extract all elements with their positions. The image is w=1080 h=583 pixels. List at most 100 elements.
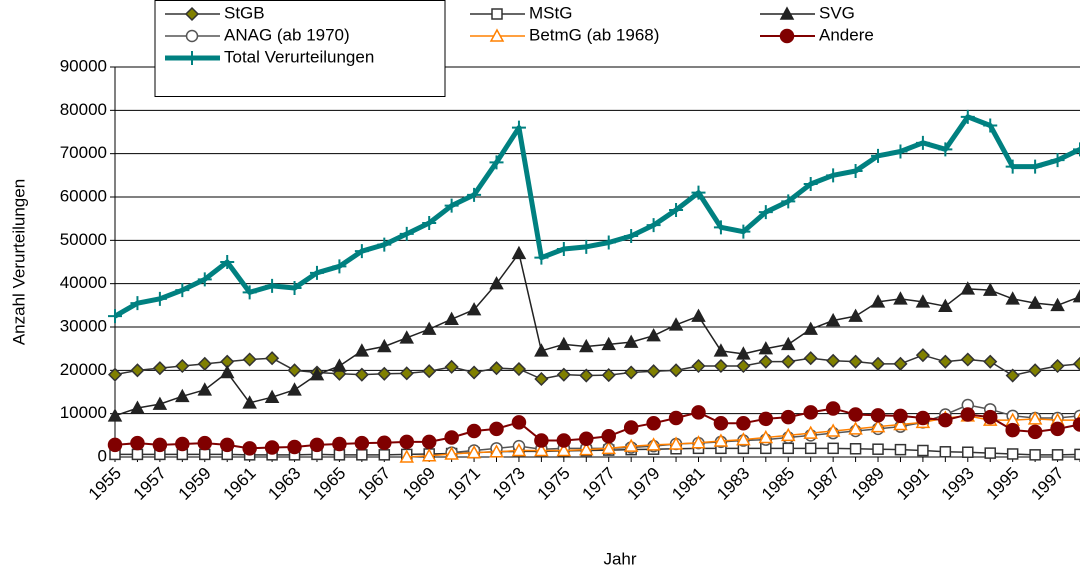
marker bbox=[1072, 417, 1080, 432]
marker bbox=[1027, 295, 1043, 309]
marker bbox=[893, 144, 908, 159]
marker bbox=[825, 312, 841, 327]
series bbox=[107, 348, 1080, 387]
marker bbox=[601, 428, 616, 444]
marker bbox=[803, 351, 818, 366]
marker bbox=[736, 432, 751, 446]
marker bbox=[467, 187, 482, 202]
y-tick-label: 80000 bbox=[60, 100, 107, 119]
marker bbox=[511, 361, 527, 377]
series bbox=[107, 401, 1080, 456]
marker bbox=[399, 366, 414, 381]
marker bbox=[939, 446, 952, 458]
marker bbox=[1050, 421, 1065, 437]
marker bbox=[242, 395, 257, 409]
marker bbox=[107, 367, 123, 382]
marker bbox=[668, 363, 684, 378]
marker bbox=[938, 354, 953, 369]
marker bbox=[983, 118, 998, 133]
marker bbox=[848, 354, 863, 369]
marker bbox=[175, 388, 190, 403]
marker bbox=[356, 449, 368, 461]
marker bbox=[1050, 153, 1065, 168]
marker bbox=[489, 444, 504, 458]
y-tick-label: 40000 bbox=[60, 273, 107, 292]
marker bbox=[130, 435, 145, 451]
marker bbox=[131, 448, 144, 461]
marker bbox=[309, 265, 324, 280]
marker bbox=[960, 109, 975, 124]
marker bbox=[1029, 449, 1041, 461]
marker bbox=[848, 421, 863, 435]
marker bbox=[444, 198, 459, 213]
marker bbox=[185, 51, 199, 65]
marker bbox=[354, 367, 369, 382]
marker bbox=[758, 354, 773, 369]
marker bbox=[264, 440, 280, 455]
marker bbox=[601, 368, 616, 383]
marker bbox=[1074, 448, 1080, 461]
marker bbox=[152, 291, 167, 306]
marker bbox=[780, 427, 796, 442]
x-tick-label: 1983 bbox=[713, 464, 753, 504]
legend-box bbox=[154, 0, 446, 97]
marker bbox=[377, 237, 392, 252]
marker bbox=[107, 437, 123, 453]
x-tick-label: 1977 bbox=[579, 464, 619, 504]
marker bbox=[1027, 424, 1043, 440]
marker bbox=[736, 358, 751, 374]
marker bbox=[871, 148, 886, 163]
x-tick-label: 1991 bbox=[893, 464, 933, 504]
marker bbox=[623, 420, 639, 435]
marker bbox=[826, 353, 841, 368]
marker bbox=[848, 308, 863, 322]
marker bbox=[491, 8, 503, 20]
legend-label: SVG bbox=[819, 3, 855, 22]
y-tick-label: 10000 bbox=[60, 403, 107, 422]
marker bbox=[758, 341, 774, 355]
marker bbox=[938, 142, 953, 157]
marker bbox=[668, 410, 684, 426]
marker bbox=[185, 29, 199, 43]
x-tick-label: 1959 bbox=[175, 464, 215, 504]
marker bbox=[713, 343, 729, 357]
marker bbox=[893, 416, 908, 431]
series-line bbox=[114, 407, 1080, 450]
x-tick-label: 1963 bbox=[264, 464, 304, 504]
x-axis-title: Jahr bbox=[603, 549, 636, 568]
x-tick-label: 1981 bbox=[668, 464, 708, 504]
marker bbox=[184, 6, 200, 22]
marker bbox=[915, 348, 930, 363]
marker bbox=[826, 168, 841, 183]
marker bbox=[444, 311, 459, 325]
marker bbox=[825, 423, 841, 437]
marker bbox=[265, 278, 280, 293]
marker bbox=[534, 250, 549, 265]
marker bbox=[197, 382, 213, 396]
marker bbox=[1072, 356, 1080, 371]
marker bbox=[489, 361, 504, 376]
marker bbox=[354, 244, 369, 259]
marker bbox=[175, 283, 190, 298]
marker bbox=[870, 356, 886, 371]
marker bbox=[309, 437, 325, 453]
marker bbox=[894, 443, 907, 456]
marker bbox=[556, 242, 571, 256]
marker bbox=[444, 430, 459, 445]
marker bbox=[691, 405, 706, 420]
marker bbox=[962, 446, 974, 458]
marker bbox=[893, 291, 908, 305]
marker bbox=[130, 400, 145, 414]
marker bbox=[848, 407, 863, 422]
marker bbox=[556, 367, 571, 382]
marker bbox=[1005, 159, 1020, 174]
marker bbox=[691, 358, 706, 374]
marker bbox=[803, 425, 818, 439]
marker bbox=[579, 338, 594, 353]
x-tick-label: 1989 bbox=[848, 464, 888, 504]
marker bbox=[782, 442, 795, 455]
marker bbox=[511, 415, 527, 430]
marker bbox=[511, 245, 527, 260]
marker bbox=[556, 442, 572, 457]
